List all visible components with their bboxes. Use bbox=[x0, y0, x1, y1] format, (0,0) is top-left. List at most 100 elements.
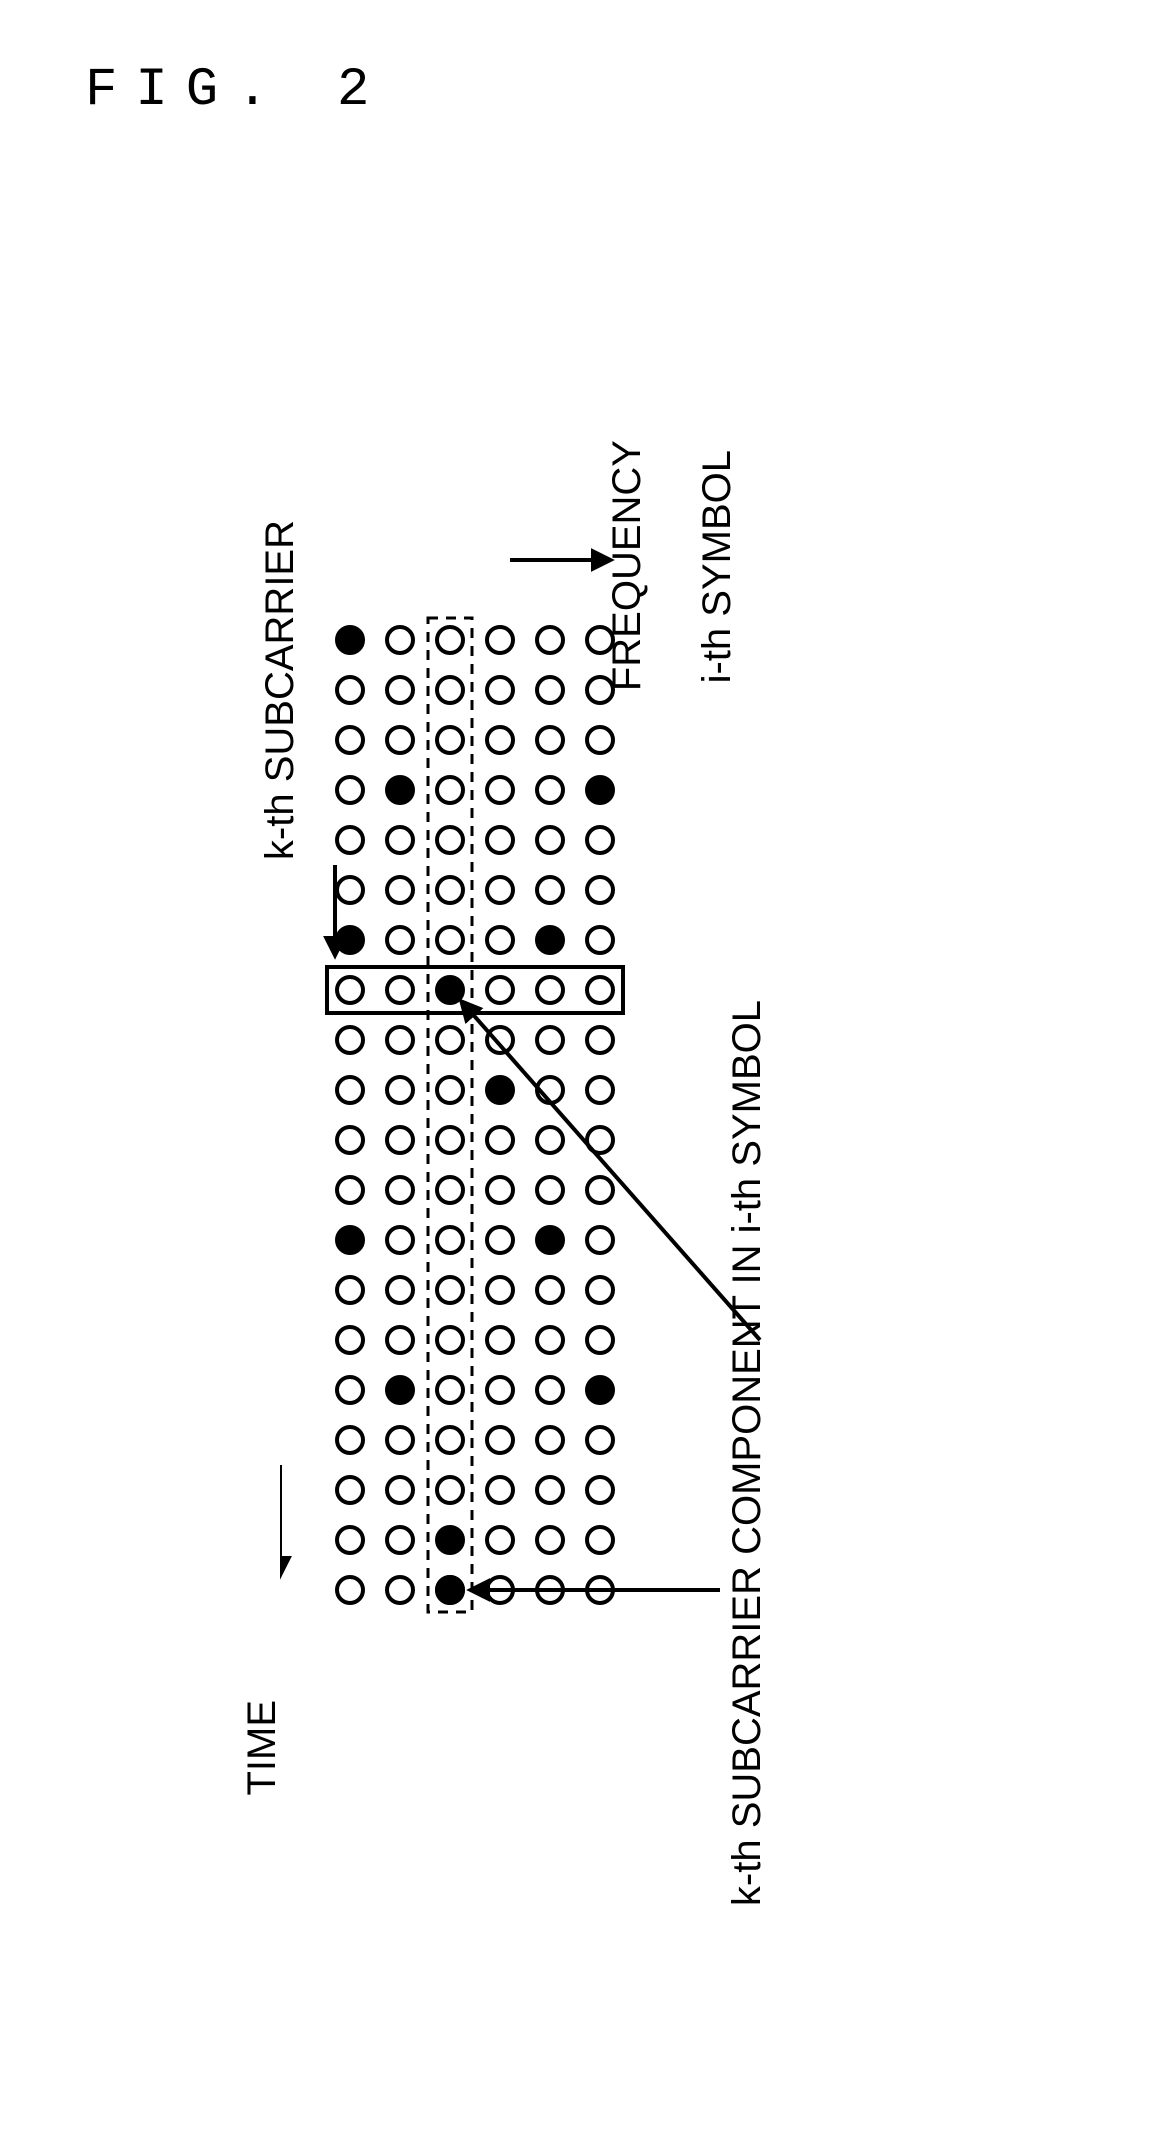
data-circle bbox=[387, 1527, 413, 1553]
data-circle bbox=[437, 1027, 463, 1053]
time-label: TIME bbox=[240, 1700, 285, 1796]
data-circle bbox=[437, 1477, 463, 1503]
data-circle bbox=[387, 677, 413, 703]
data-circle bbox=[437, 677, 463, 703]
data-circle bbox=[587, 1327, 613, 1353]
grid-svg bbox=[280, 440, 1167, 2140]
data-circle bbox=[487, 1377, 513, 1403]
data-circle bbox=[487, 927, 513, 953]
pilot-circle bbox=[487, 1077, 513, 1103]
pilot-circle bbox=[437, 1577, 463, 1603]
data-circle bbox=[537, 1127, 563, 1153]
data-circle bbox=[337, 1577, 363, 1603]
subcarrier-label: k-th SUBCARRIER bbox=[258, 520, 303, 860]
data-circle bbox=[487, 777, 513, 803]
data-circle bbox=[337, 1027, 363, 1053]
data-circle bbox=[387, 1127, 413, 1153]
data-circle bbox=[387, 1027, 413, 1053]
symbol-highlight-box bbox=[428, 618, 472, 1612]
data-circle bbox=[487, 627, 513, 653]
data-circle bbox=[537, 1027, 563, 1053]
component-label: k-th SUBCARRIER COMPONENT IN i-th SYMBOL bbox=[725, 1000, 770, 1906]
data-circle bbox=[387, 1477, 413, 1503]
data-circle bbox=[387, 727, 413, 753]
data-circle bbox=[337, 1327, 363, 1353]
data-circle bbox=[487, 677, 513, 703]
data-circle bbox=[587, 1277, 613, 1303]
data-circle bbox=[437, 627, 463, 653]
data-circle bbox=[337, 677, 363, 703]
symbol-label: i-th SYMBOL bbox=[695, 450, 740, 683]
data-circle bbox=[387, 1227, 413, 1253]
data-circle bbox=[537, 1427, 563, 1453]
data-circle bbox=[387, 1177, 413, 1203]
data-circle bbox=[437, 1077, 463, 1103]
data-circle bbox=[337, 1527, 363, 1553]
data-circle bbox=[487, 1027, 513, 1053]
pilot-circle bbox=[437, 1527, 463, 1553]
data-circle bbox=[387, 927, 413, 953]
data-circle bbox=[587, 1077, 613, 1103]
data-circle bbox=[337, 1177, 363, 1203]
data-circle bbox=[387, 1277, 413, 1303]
data-circle bbox=[437, 777, 463, 803]
data-circle bbox=[337, 1427, 363, 1453]
data-circle bbox=[487, 1527, 513, 1553]
data-circle bbox=[437, 877, 463, 903]
data-circle bbox=[587, 1227, 613, 1253]
data-circle bbox=[437, 727, 463, 753]
data-circle bbox=[537, 827, 563, 853]
data-circle bbox=[487, 1227, 513, 1253]
data-circle bbox=[537, 677, 563, 703]
data-circle bbox=[487, 827, 513, 853]
data-circle bbox=[587, 1527, 613, 1553]
data-circle bbox=[537, 1177, 563, 1203]
data-circle bbox=[437, 1277, 463, 1303]
data-circle bbox=[337, 877, 363, 903]
pilot-circle bbox=[587, 777, 613, 803]
data-circle bbox=[537, 877, 563, 903]
pilot-circle bbox=[437, 977, 463, 1003]
data-circle bbox=[437, 1377, 463, 1403]
data-circle bbox=[487, 1427, 513, 1453]
data-circle bbox=[387, 827, 413, 853]
data-circle bbox=[437, 1127, 463, 1153]
data-circle bbox=[337, 727, 363, 753]
data-circle bbox=[387, 627, 413, 653]
data-circle bbox=[487, 1327, 513, 1353]
data-circle bbox=[587, 1027, 613, 1053]
data-circle bbox=[387, 877, 413, 903]
figure-title: FIG. 2 bbox=[85, 60, 387, 121]
data-circle bbox=[587, 877, 613, 903]
pilot-circle bbox=[337, 927, 363, 953]
data-circle bbox=[387, 1427, 413, 1453]
data-circle bbox=[487, 1177, 513, 1203]
data-circle bbox=[487, 977, 513, 1003]
data-circle bbox=[437, 1177, 463, 1203]
data-circle bbox=[387, 977, 413, 1003]
pilot-circle bbox=[337, 627, 363, 653]
data-circle bbox=[437, 1327, 463, 1353]
data-circle bbox=[487, 1477, 513, 1503]
pilot-circle bbox=[587, 1377, 613, 1403]
subcarrier-highlight-box bbox=[327, 967, 623, 1013]
data-circle bbox=[587, 977, 613, 1003]
data-circle bbox=[537, 977, 563, 1003]
data-circle bbox=[537, 1277, 563, 1303]
data-circle bbox=[587, 927, 613, 953]
data-circle bbox=[587, 827, 613, 853]
pilot-circle bbox=[537, 927, 563, 953]
data-circle bbox=[337, 827, 363, 853]
data-circle bbox=[337, 1077, 363, 1103]
data-circle bbox=[537, 1377, 563, 1403]
data-circle bbox=[537, 727, 563, 753]
data-circle bbox=[337, 777, 363, 803]
data-circle bbox=[437, 1227, 463, 1253]
pilot-circle bbox=[537, 1227, 563, 1253]
data-circle bbox=[337, 1277, 363, 1303]
data-circle bbox=[487, 1127, 513, 1153]
data-circle bbox=[537, 777, 563, 803]
pilot-circle bbox=[387, 1377, 413, 1403]
data-circle bbox=[537, 1477, 563, 1503]
data-circle bbox=[587, 1477, 613, 1503]
